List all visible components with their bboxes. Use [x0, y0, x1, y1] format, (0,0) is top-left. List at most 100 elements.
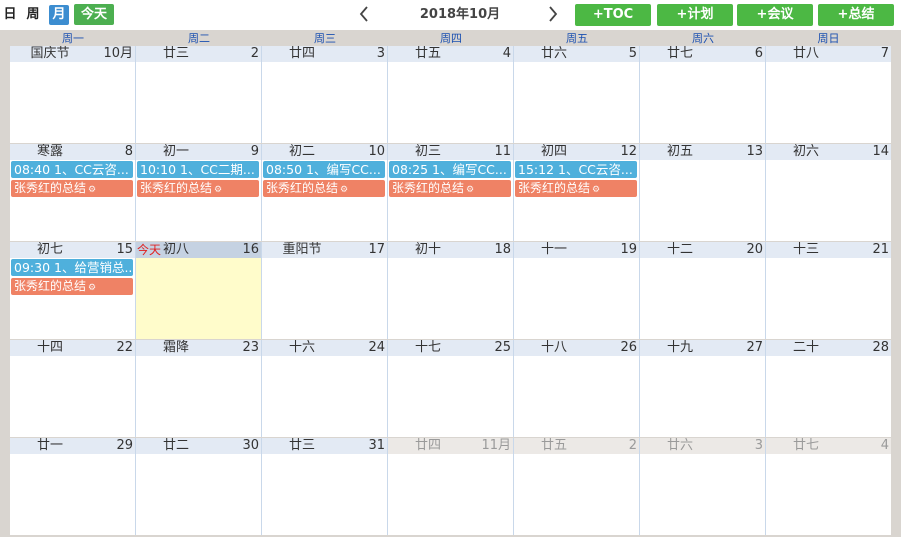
chevron-right-icon[interactable] [545, 3, 561, 25]
summary-event[interactable]: 张秀红的总结 ⚙ [515, 180, 637, 197]
month-calendar: 周一 周二 周三 周四 周五 周六 周日 国庆节 10月 廿三 2 廿四 3 廿五 4 廿六 5 廿七 6 廿八 7 寒… [0, 30, 901, 537]
day-cell[interactable]: 廿六 3 [640, 438, 766, 535]
day-cell[interactable]: 廿七 6 [640, 46, 766, 143]
summary-event[interactable]: 张秀红的总结 ⚙ [11, 180, 133, 197]
weekday-label: 周五 [566, 32, 588, 45]
summary-event-label: 张秀红的总结 [392, 181, 465, 195]
day-header: 十二 20 [640, 242, 765, 258]
lunar-date: 廿二 [162, 438, 189, 453]
day-cell[interactable]: 廿五 4 [388, 46, 514, 143]
day-cell[interactable]: 初三 11 08:25 1、编写CC... 张秀红的总结 ⚙ [388, 144, 514, 241]
day-cell[interactable]: 廿八 7 [766, 46, 891, 143]
day-header: 廿五 2 [514, 438, 639, 454]
lunar-date: 廿七 [792, 438, 819, 453]
lunar-date: 廿一 [36, 438, 63, 453]
day-cell[interactable]: 十七 25 [388, 340, 514, 437]
day-header: 初三 11 [388, 144, 513, 160]
toolbar: 日 周 月 今天 2018年10月 +TOC +计划 +会议 +总结 [0, 0, 901, 30]
day-cell[interactable]: 十八 26 [514, 340, 640, 437]
day-number: 27 [746, 340, 763, 355]
add-summary-button[interactable]: +总结 [818, 4, 894, 26]
day-header: 十六 24 [262, 340, 387, 356]
chevron-left-icon[interactable] [356, 3, 372, 25]
summary-event-label: 张秀红的总结 [266, 181, 339, 195]
day-header: 二十 28 [766, 340, 891, 356]
summary-event-label: 张秀红的总结 [518, 181, 591, 195]
day-header: 廿一 29 [10, 438, 135, 454]
add-meeting-button[interactable]: +会议 [737, 4, 813, 26]
weekday-label: 周日 [817, 32, 840, 45]
lunar-date: 十八 [540, 340, 567, 355]
day-number: 13 [746, 144, 763, 159]
today-button[interactable]: 今天 [74, 4, 114, 25]
day-cell[interactable]: 十九 27 [640, 340, 766, 437]
lunar-date: 十二 [666, 242, 693, 257]
plan-event[interactable]: 08:40 1、CC云咨... [11, 161, 133, 178]
plan-event[interactable]: 15:12 1、CC云咨... [515, 161, 637, 178]
summary-event-label: 张秀红的总结 [14, 181, 87, 195]
plan-event[interactable]: 08:25 1、编写CC... [389, 161, 511, 178]
day-header: 廿六 3 [640, 438, 765, 454]
day-cell[interactable]: 廿五 2 [514, 438, 640, 535]
day-cell-today[interactable]: 今天 初八 16 [136, 242, 262, 339]
day-cell[interactable]: 廿三 2 [136, 46, 262, 143]
summary-event[interactable]: 张秀红的总结 ⚙ [389, 180, 511, 197]
day-cell[interactable]: 初六 14 [766, 144, 891, 241]
day-cell[interactable]: 重阳节 17 [262, 242, 388, 339]
summary-event-label: 张秀红的总结 [14, 279, 87, 293]
day-number: 19 [620, 242, 637, 257]
summary-event[interactable]: 张秀红的总结 ⚙ [137, 180, 259, 197]
day-cell[interactable]: 十二 20 [640, 242, 766, 339]
day-number: 28 [872, 340, 889, 355]
day-cell[interactable]: 初五 13 [640, 144, 766, 241]
lunar-date: 廿六 [666, 438, 693, 453]
add-plan-button[interactable]: +计划 [657, 4, 733, 26]
day-cell[interactable]: 廿一 29 [10, 438, 136, 535]
view-month-button[interactable]: 月 [49, 5, 69, 25]
day-cell[interactable]: 初二 10 08:50 1、编写CC... 张秀红的总结 ⚙ [262, 144, 388, 241]
day-cell[interactable]: 初十 18 [388, 242, 514, 339]
day-cell[interactable]: 十四 22 [10, 340, 136, 437]
day-cell[interactable]: 霜降 23 [136, 340, 262, 437]
day-cell[interactable]: 十三 21 [766, 242, 891, 339]
day-header: 初六 14 [766, 144, 891, 160]
day-cell[interactable]: 二十 28 [766, 340, 891, 437]
day-header: 初四 12 [514, 144, 639, 160]
view-week-button[interactable]: 周 [26, 7, 40, 22]
day-header: 廿三 2 [136, 46, 261, 62]
day-cell[interactable]: 初一 9 10:10 1、CC二期... 张秀红的总结 ⚙ [136, 144, 262, 241]
day-number: 30 [242, 438, 259, 453]
day-header: 十四 22 [10, 340, 135, 356]
plan-event[interactable]: 08:50 1、编写CC... [263, 161, 385, 178]
day-cell[interactable]: 十一 19 [514, 242, 640, 339]
day-cell[interactable]: 廿四 3 [262, 46, 388, 143]
day-header: 国庆节 10月 [10, 46, 135, 62]
weekday-label: 周三 [314, 32, 336, 45]
day-number: 20 [746, 242, 763, 257]
month-title: 2018年10月 [419, 7, 501, 22]
day-cell[interactable]: 廿二 30 [136, 438, 262, 535]
lunar-date: 廿五 [414, 46, 441, 61]
summary-event[interactable]: 张秀红的总结 ⚙ [263, 180, 385, 197]
day-number: 22 [116, 340, 133, 355]
day-cell[interactable]: 国庆节 10月 [10, 46, 136, 143]
day-cell[interactable]: 廿六 5 [514, 46, 640, 143]
calendar-week-row: 十四 22 霜降 23 十六 24 十七 25 十八 26 十九 27 二十 28 [10, 340, 891, 438]
summary-event[interactable]: 张秀红的总结 ⚙ [11, 278, 133, 295]
lunar-date: 十四 [36, 340, 63, 355]
day-cell[interactable]: 十六 24 [262, 340, 388, 437]
day-cell[interactable]: 初四 12 15:12 1、CC云咨... 张秀红的总结 ⚙ [514, 144, 640, 241]
plan-event[interactable]: 10:10 1、CC二期... [137, 161, 259, 178]
view-day-button[interactable]: 日 [3, 7, 17, 22]
day-cell[interactable]: 廿七 4 [766, 438, 891, 535]
day-cell[interactable]: 初七 15 09:30 1、给营销总... 张秀红的总结 ⚙ [10, 242, 136, 339]
day-header: 廿三 31 [262, 438, 387, 454]
day-number: 14 [872, 144, 889, 159]
plan-event[interactable]: 09:30 1、给营销总... [11, 259, 133, 276]
day-number: 3 [754, 438, 763, 453]
day-cell[interactable]: 寒露 8 08:40 1、CC云咨... 张秀红的总结 ⚙ [10, 144, 136, 241]
add-toc-button[interactable]: +TOC [575, 4, 651, 26]
day-header: 廿二 30 [136, 438, 261, 454]
day-cell[interactable]: 廿三 31 [262, 438, 388, 535]
day-cell[interactable]: 廿四 11月 [388, 438, 514, 535]
